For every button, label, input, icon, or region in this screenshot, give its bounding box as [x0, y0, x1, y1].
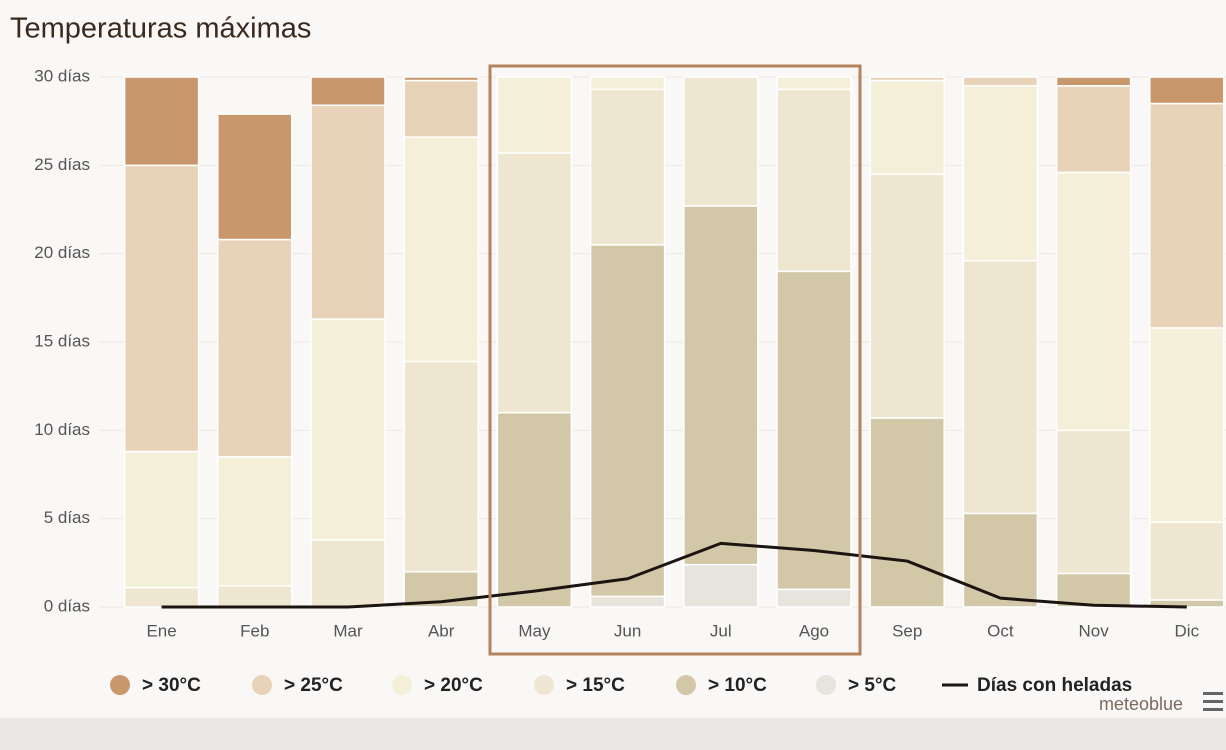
- legend-swatch: [110, 675, 130, 695]
- plot-area: 0 días 5 días 10 días 15 días 20 días 25 días…: [34, 66, 1226, 640]
- x-tick-label: Ene: [146, 621, 176, 640]
- bar-segment: [869, 173, 945, 419]
- bar-segment: [589, 76, 666, 91]
- legend-swatch: [816, 675, 836, 695]
- x-tick-label: Oct: [987, 621, 1014, 640]
- bar-segment: [683, 563, 759, 608]
- legend-swatch: [534, 675, 554, 695]
- bar-segment: [496, 152, 573, 414]
- bar-segment: [869, 79, 945, 175]
- bar-segment: [683, 205, 759, 566]
- chart-title: Temperaturas máximas: [10, 13, 311, 45]
- legend-label: > 25°C: [284, 675, 343, 696]
- bar-segment: [1055, 76, 1132, 87]
- bar-segment: [1149, 102, 1225, 329]
- bar-segment: [310, 104, 386, 320]
- x-tick-label: Jul: [710, 621, 732, 640]
- bar-segment: [962, 85, 1039, 262]
- bar-segment: [1055, 572, 1132, 608]
- bar-segment: [403, 76, 479, 82]
- bar-segment: [1149, 76, 1225, 105]
- bar-segment: [217, 113, 293, 241]
- bar-segment: [1055, 85, 1132, 174]
- bar-segment: [776, 588, 852, 608]
- bar-segment: [776, 76, 852, 91]
- bar-segment: [123, 164, 200, 453]
- y-tick-label: 30 días: [34, 66, 90, 85]
- x-tick-label: Feb: [240, 621, 269, 640]
- bar-segment: [496, 411, 573, 608]
- x-tick-label: Jun: [614, 621, 641, 640]
- bar-segment: [123, 450, 200, 589]
- y-tick-label: 20 días: [34, 243, 90, 262]
- bar-segment: [310, 539, 386, 608]
- bar-segment: [869, 417, 945, 608]
- frost-line: [161, 541, 1187, 609]
- x-tick-label: Mar: [333, 621, 363, 640]
- bar-segment: [403, 360, 479, 573]
- legend-label: > 20°C: [424, 675, 483, 696]
- bar-segment: [217, 585, 293, 608]
- legend: > 30°C > 25°C > 20°C > 15°C > 10°C > 5°C Días …: [110, 675, 1132, 696]
- y-tick-label: 15 días: [34, 331, 90, 350]
- bar-segment: [1055, 429, 1132, 575]
- x-tick-label: Dic: [1175, 621, 1200, 640]
- bar-segment: [962, 259, 1039, 515]
- bar-segment: [217, 238, 293, 458]
- menu-bar: [1203, 700, 1223, 703]
- bar-segment: [403, 79, 479, 138]
- bar-segment: [310, 76, 386, 107]
- credit: meteoblue: [1099, 694, 1183, 714]
- legend-label: > 30°C: [142, 675, 201, 696]
- bar-segment: [403, 136, 479, 363]
- bar-segment: [589, 595, 666, 608]
- x-tick-label: Ago: [799, 621, 829, 640]
- legend-label: > 10°C: [708, 675, 767, 696]
- y-tick-label: 0 días: [44, 596, 90, 615]
- y-tick-label: 25 días: [34, 155, 90, 174]
- bar-segment: [962, 76, 1039, 87]
- legend-label: Días con heladas: [977, 675, 1132, 696]
- bar-segment: [869, 76, 945, 82]
- bar-segment: [683, 76, 759, 207]
- legend-swatch: [676, 675, 696, 695]
- bar-segment: [589, 244, 666, 598]
- x-tick-label: May: [518, 621, 551, 640]
- menu-bar: [1203, 708, 1223, 711]
- bar-segment: [217, 456, 293, 587]
- bar-segment: [496, 76, 573, 154]
- legend-label: > 5°C: [848, 675, 897, 696]
- bar-segment: [962, 512, 1039, 608]
- menu-icon[interactable]: [1203, 692, 1223, 711]
- y-tick-label: 10 días: [34, 420, 90, 439]
- highlight-box: [488, 64, 862, 656]
- bar-segment: [1055, 171, 1132, 432]
- bar-segment: [310, 318, 386, 541]
- x-tick-label: Nov: [1078, 621, 1109, 640]
- x-tick-label: Abr: [428, 621, 455, 640]
- bar-segment: [1149, 327, 1225, 523]
- legend-swatch: [392, 675, 412, 695]
- bar-segment: [123, 76, 200, 167]
- bar-segment: [776, 88, 852, 273]
- menu-bar: [1203, 692, 1223, 695]
- bar-segment: [776, 270, 852, 591]
- bar-segment: [589, 88, 666, 246]
- x-tick-label: Sep: [892, 621, 922, 640]
- legend-swatch: [252, 675, 272, 695]
- bar-segment: [1149, 521, 1225, 601]
- y-tick-label: 5 días: [44, 508, 90, 527]
- bar-segment: [123, 586, 200, 608]
- legend-label: > 15°C: [566, 675, 625, 696]
